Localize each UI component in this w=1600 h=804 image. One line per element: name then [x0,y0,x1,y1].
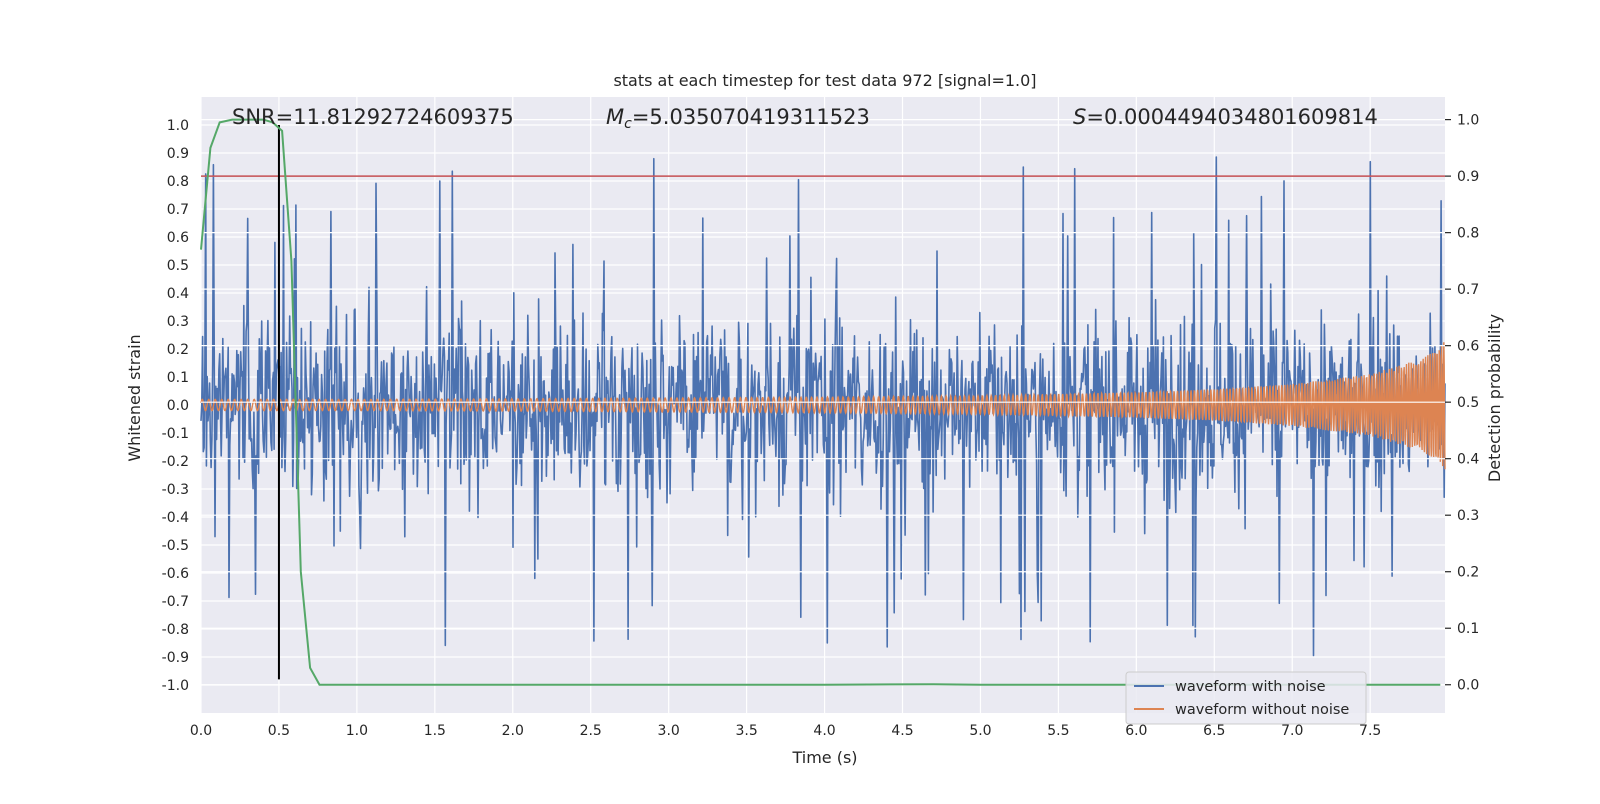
x-tick-label: 3.0 [658,723,680,739]
y-tick-label: -0.4 [162,510,189,526]
x-tick-label: 3.5 [735,723,757,739]
series-waveform-with-noise [200,156,1446,657]
annotation-s-symbol: S [1073,105,1086,129]
x-tick-label: 5.0 [969,723,991,739]
x-tick-label: 6.0 [1125,723,1147,739]
y2-tick-label: 0.2 [1457,565,1479,581]
x-tick-label: 7.5 [1359,723,1381,739]
overlay-lines [201,125,1445,680]
legend-label-noisy: waveform with noise [1175,679,1326,695]
y2-tick-label: 0.6 [1457,339,1479,355]
x-tick-label: 2.0 [502,723,524,739]
annotation-snr: SNR=11.81292724609375 [232,105,514,129]
y2-tick-label: 0.8 [1457,226,1479,242]
y-tick-label: 0.6 [167,230,189,246]
annotation-chirp-mass-symbol: M [606,105,624,129]
detection-probability-line [200,118,1441,686]
y-tick-label: -0.2 [162,454,189,470]
legend-box [1125,671,1367,725]
y-tick-label: -0.9 [162,650,189,666]
legend-label-clean: waveform without noise [1175,702,1349,718]
y-tick-label: 0.0 [167,398,189,414]
x-tick-label: 0.5 [268,723,290,739]
annotation-s: S=0.0004494034801609814 [1073,105,1378,129]
x-tick-label: 0.0 [190,723,212,739]
y-tick-label: 0.3 [167,314,189,330]
y2-tick-label: 0.1 [1457,621,1479,637]
x-tick-label: 7.0 [1281,723,1303,739]
y-tick-label: -0.5 [162,538,189,554]
annotation-chirp-mass: Mc=5.035070419311523 [606,105,870,132]
y-tick-label: -0.7 [162,594,189,610]
series-detection-probability [200,118,1441,686]
y-tick-label: 1.0 [167,118,189,134]
annotation-s-value: =0.0004494034801609814 [1086,105,1378,129]
y-tick-label: -0.8 [162,622,189,638]
y-axis-label: Whitened strain [125,334,144,461]
x-tick-label: 6.5 [1203,723,1225,739]
y-axis-ticks: 1.0 0.9 0.8 0.7 0.6 0.5 0.4 0.3 0.2 0.1 0.0 -0.1 -0.… [162,118,189,694]
y-tick-label: -0.3 [162,482,189,498]
clean-waveform-line [200,342,1446,470]
x-tick-label: 2.5 [580,723,602,739]
y-tick-label: 0.5 [167,258,189,274]
y2-tick-label: 0.7 [1457,282,1479,298]
x-tick-label: 1.5 [424,723,446,739]
y2-axis-ticks: 1.0 0.9 0.8 0.7 0.6 0.5 0.4 0.3 0.2 0.1 0.0 [1445,113,1479,694]
y-tick-label: -1.0 [162,678,189,694]
chart-title: stats at each timestep for test data 972… [613,71,1036,90]
y-tick-label: -0.1 [162,426,189,442]
y-tick-label: 0.7 [167,202,189,218]
series-waveform-without-noise [200,342,1446,470]
y2-tick-label: 1.0 [1457,113,1479,129]
y2-tick-label: 0.0 [1457,678,1479,694]
noisy-waveform-line [200,156,1446,657]
y2-tick-label: 0.5 [1457,395,1479,411]
y-tick-label: 0.1 [167,370,189,386]
y2-tick-label: 0.4 [1457,452,1479,468]
y-tick-label: -0.6 [162,566,189,582]
x-axis-label: Time (s) [791,748,857,767]
y2-axis-label: Detection probability [1485,314,1504,482]
y-tick-label: 0.8 [167,174,189,190]
y-tick-label: 0.2 [167,342,189,358]
x-tick-label: 5.5 [1047,723,1069,739]
y-tick-label: 0.9 [167,146,189,162]
legend: waveform with noise waveform without noi… [1125,671,1367,725]
annotation-chirp-mass-sub: c [624,116,632,132]
x-axis-ticks: 0.0 0.5 1.0 1.5 2.0 2.5 3.0 3.5 4.0 4.5 5.0 5.5 6.0 6… [190,723,1381,739]
y2-tick-label: 0.9 [1457,169,1479,185]
y2-tick-label: 0.3 [1457,508,1479,524]
y-tick-label: 0.4 [167,286,189,302]
x-tick-label: 4.5 [891,723,913,739]
x-tick-label: 4.0 [813,723,835,739]
x-tick-label: 1.0 [346,723,368,739]
annotation-chirp-mass-value: =5.035070419311523 [632,105,870,129]
